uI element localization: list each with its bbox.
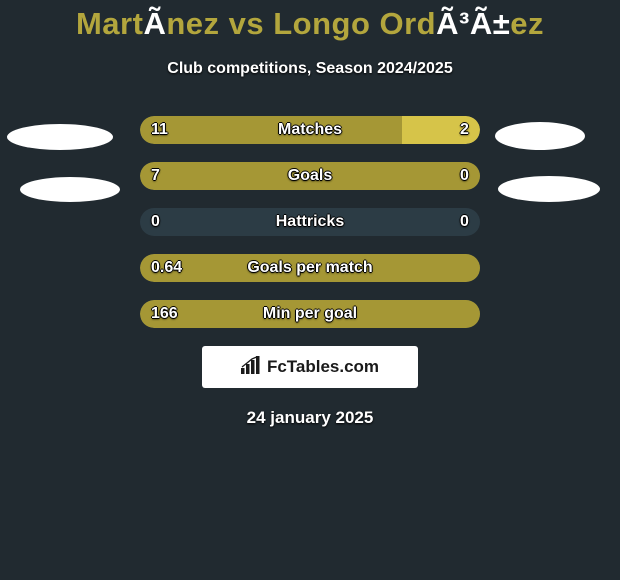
date-label: 24 january 2025 — [0, 408, 620, 428]
stat-row: 0.64Goals per match — [0, 254, 620, 282]
source-text: FcTables.com — [267, 357, 379, 377]
stat-label: Goals per match — [140, 254, 480, 282]
title-player-a1: Mart — [76, 6, 143, 41]
stat-label: Hattricks — [140, 208, 480, 236]
source-badge[interactable]: FcTables.com — [202, 346, 418, 388]
title-player-b1: Ã³Ã± — [436, 6, 510, 41]
decorative-ellipse — [495, 122, 585, 150]
stat-label: Goals — [140, 162, 480, 190]
decorative-ellipse — [7, 124, 113, 150]
stat-row: 166Min per goal — [0, 300, 620, 328]
stat-label: Min per goal — [140, 300, 480, 328]
comparison-widget: MartÃnez vs Longo OrdÃ³Ã±ez Club competi… — [0, 0, 620, 580]
page-title: MartÃnez vs Longo OrdÃ³Ã±ez — [0, 6, 620, 42]
title-player-a2: Ã — [143, 6, 166, 41]
decorative-ellipse — [20, 177, 120, 202]
subtitle: Club competitions, Season 2024/2025 — [0, 60, 620, 78]
chart-icon — [241, 356, 263, 379]
stat-label: Matches — [140, 116, 480, 144]
title-player-a3: nez vs Longo Ord — [166, 6, 436, 41]
decorative-ellipse — [498, 176, 600, 202]
source-logo: FcTables.com — [241, 356, 379, 379]
stat-row: 00Hattricks — [0, 208, 620, 236]
title-player-b2: ez — [510, 6, 544, 41]
